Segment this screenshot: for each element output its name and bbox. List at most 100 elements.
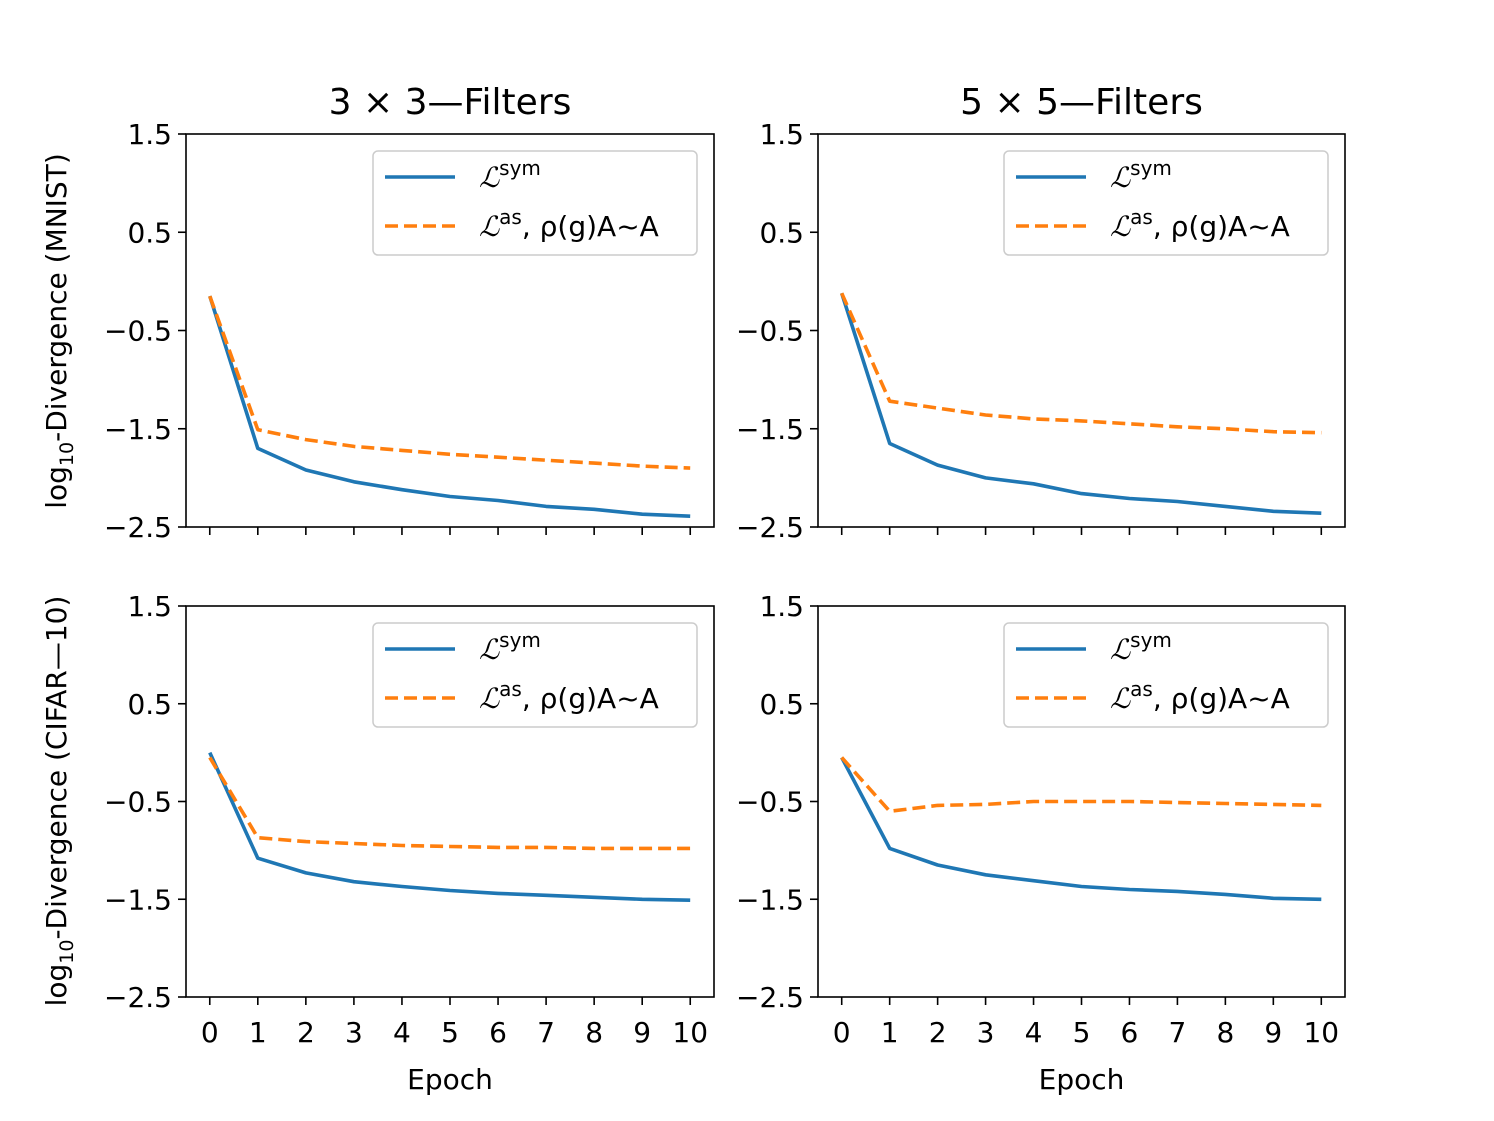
legend-superscript: sym [1130, 156, 1172, 180]
x-tick-label: 8 [1216, 1016, 1234, 1049]
label-prefix: log [40, 466, 73, 509]
panel-bottom-left: 1.50.5−0.5−1.5−2.50 1 2 3 4 5 6 7 8 9 10Epochℒsymℒ… [104, 590, 715, 1096]
axes-frame [817, 605, 1346, 998]
x-tick-label: 4 [1025, 1016, 1043, 1049]
x-tick-label: 9 [1264, 1016, 1282, 1049]
label-suffix: -Divergence (CIFAR—10) [40, 596, 73, 940]
legend-symbol: ℒ [1110, 161, 1131, 194]
series-line-as [840, 756, 1322, 814]
series-line-as [840, 292, 1322, 435]
x-tick-label: 2 [297, 1016, 315, 1049]
legend-superscript: sym [499, 156, 541, 180]
x-tick-label: 0 [833, 1016, 851, 1049]
legend-superscript: as [1130, 677, 1153, 701]
legend-symbol: ℒ [479, 682, 500, 715]
legend-label-sym: ℒsym [479, 628, 541, 666]
legend-suffix: , ρ(g)A~A [522, 210, 659, 243]
panel-title: 3 × 3—Filters [329, 82, 572, 123]
y-tick-label: −1.5 [104, 413, 172, 446]
panel-title: 5 × 5—Filters [960, 82, 1203, 123]
y-tick-label: −0.5 [736, 786, 804, 819]
x-tick-label: 6 [1121, 1016, 1139, 1049]
y-axis-label-mnist: log10-Divergence (MNIST) [40, 153, 78, 509]
y-tick-label: −2.5 [736, 511, 804, 544]
label-suffix: -Divergence (MNIST) [40, 153, 73, 442]
series-line-sym [208, 751, 691, 902]
legend-symbol: ℒ [479, 161, 500, 194]
y-tick-label: 0.5 [759, 216, 804, 249]
legend-superscript: sym [499, 628, 541, 652]
x-tick-label: 3 [345, 1016, 363, 1049]
x-tick-label: 1 [881, 1016, 899, 1049]
legend-superscript: as [1130, 205, 1153, 229]
y-tick-label: 1.5 [127, 118, 172, 151]
y-tick-label: −0.5 [736, 315, 804, 348]
y-tick-label: 0.5 [127, 688, 172, 721]
series-line-sym [840, 756, 1322, 902]
legend-symbol: ℒ [1110, 682, 1131, 715]
axes-frame [817, 133, 1346, 528]
x-tick-label: 6 [489, 1016, 507, 1049]
y-tick-label: 1.5 [759, 118, 804, 151]
y-tick-label: −1.5 [736, 883, 804, 916]
panel-bottom-right: 1.50.5−0.5−1.5−2.50 1 2 3 4 5 6 7 8 9 10Epochℒsymℒ… [736, 590, 1346, 1096]
y-tick-label: −0.5 [104, 315, 172, 348]
legend-label-as: ℒas, ρ(g)A~A [479, 677, 659, 715]
panel-top-right: 1.50.5−0.5−1.5−2.55 × 5—Filtersℒsymℒas, … [736, 82, 1346, 544]
legend-superscript: as [499, 205, 522, 229]
y-tick-label: −1.5 [104, 883, 172, 916]
x-axis-label: Epoch [1039, 1063, 1125, 1096]
x-tick-label: 9 [633, 1016, 651, 1049]
legend-label-as: ℒas, ρ(g)A~A [1110, 205, 1290, 243]
legend-suffix: , ρ(g)A~A [1153, 210, 1290, 243]
y-tick-label: 1.5 [127, 590, 172, 623]
x-axis-label: Epoch [407, 1063, 493, 1096]
legend-label-sym: ℒsym [479, 156, 541, 194]
y-tick-label: −2.5 [104, 511, 172, 544]
legend-suffix: , ρ(g)A~A [522, 682, 659, 715]
x-tick-label: 4 [393, 1016, 411, 1049]
legend-superscript: sym [1130, 628, 1172, 652]
legend-symbol: ℒ [479, 210, 500, 243]
y-tick-label: 1.5 [759, 590, 804, 623]
label-subscript: 10 [56, 442, 78, 466]
label-prefix: log [40, 964, 73, 1007]
x-tick-label: 8 [585, 1016, 603, 1049]
x-tick-label: 2 [929, 1016, 947, 1049]
series-line-sym [839, 292, 1322, 515]
axes-frame [185, 133, 715, 528]
label-subscript: 10 [56, 940, 78, 964]
axes-frame [185, 605, 715, 998]
legend-superscript: as [499, 677, 522, 701]
y-tick-label: −2.5 [104, 981, 172, 1014]
y-tick-label: −0.5 [104, 786, 172, 819]
panel-top-left: 1.50.5−0.5−1.5−2.53 × 3—Filtersℒsymℒas, … [104, 82, 715, 544]
x-tick-label: 10 [672, 1016, 708, 1049]
legend-label-sym: ℒsym [1110, 156, 1172, 194]
y-tick-label: −2.5 [736, 981, 804, 1014]
legend-symbol: ℒ [1110, 633, 1131, 666]
y-tick-label: 0.5 [759, 688, 804, 721]
legend-label-as: ℒas, ρ(g)A~A [1110, 677, 1290, 715]
legend-label-as: ℒas, ρ(g)A~A [479, 205, 659, 243]
legend-symbol: ℒ [479, 633, 500, 666]
x-tick-label: 3 [977, 1016, 995, 1049]
y-axis-label-cifar: log10-Divergence (CIFAR—10) [40, 596, 78, 1007]
x-tick-label: 0 [201, 1016, 219, 1049]
series-line-as [208, 295, 691, 470]
x-tick-label: 5 [441, 1016, 459, 1049]
series-line-as [208, 756, 691, 851]
x-tick-label: 1 [249, 1016, 267, 1049]
series-line-sym [208, 295, 691, 518]
x-tick-label: 7 [537, 1016, 555, 1049]
x-tick-label: 5 [1073, 1016, 1091, 1049]
legend-suffix: , ρ(g)A~A [1153, 682, 1290, 715]
y-tick-label: 0.5 [127, 216, 172, 249]
x-tick-label: 7 [1168, 1016, 1186, 1049]
legend-symbol: ℒ [1110, 210, 1131, 243]
